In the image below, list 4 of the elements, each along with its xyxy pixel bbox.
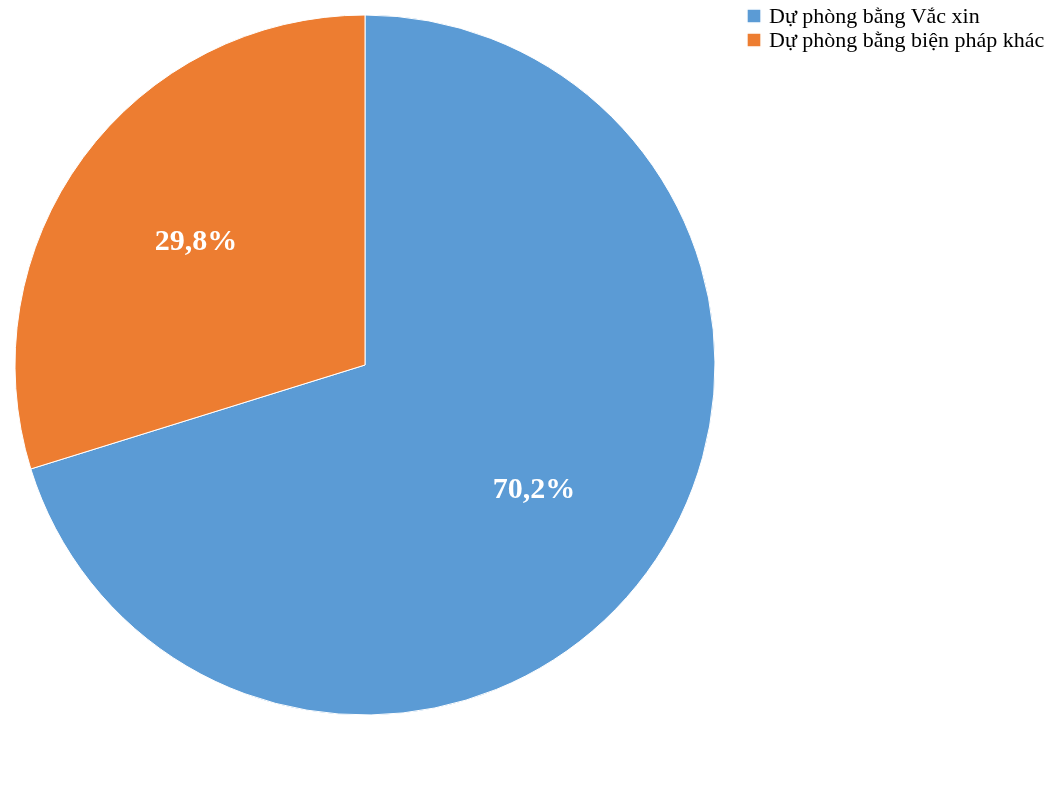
legend-label: Dự phòng bằng biện pháp khác [769, 27, 1045, 52]
data-label: 29,8% [154, 222, 238, 256]
data-label: 70,2% [492, 471, 576, 505]
legend-label: Dự phòng bằng Vắc xin [769, 3, 980, 28]
